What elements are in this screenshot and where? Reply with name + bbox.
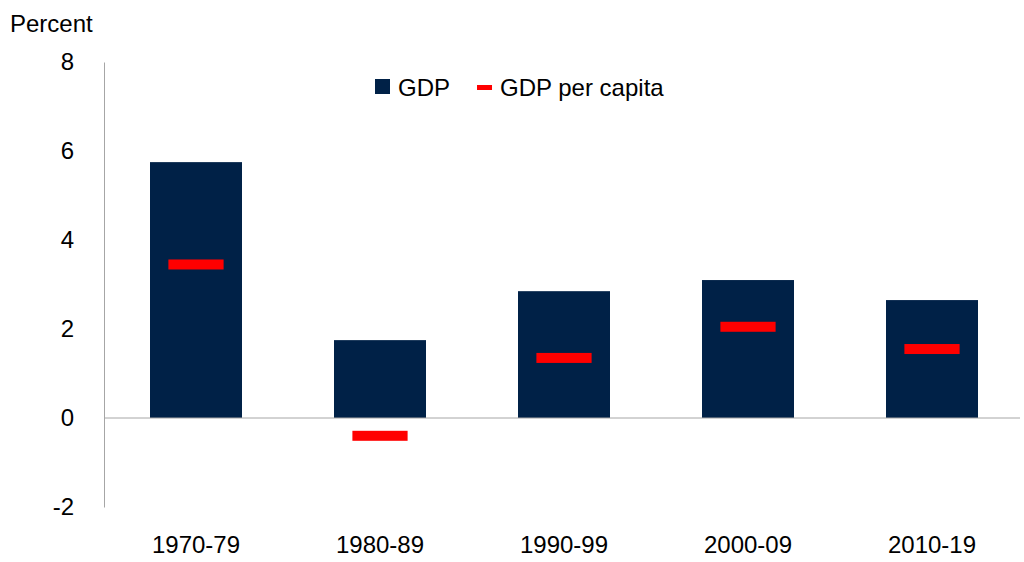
y-tick: 4 [61, 226, 104, 253]
bar [150, 162, 242, 418]
y-tick: 6 [61, 137, 104, 164]
x-tick-label: 2000-09 [704, 531, 792, 558]
legend-swatch [375, 79, 390, 94]
y-axis: -2 0 2 4 6 8 [53, 48, 105, 520]
x-tick: 1970-79 [152, 531, 240, 558]
y-tick: -2 [53, 493, 104, 520]
x-axis: 1970-79 1980-89 1990-99 2000-09 2010-19 [152, 531, 976, 558]
y-tick: 8 [61, 48, 104, 75]
dash-marker [352, 431, 407, 441]
y-tick-label: -2 [53, 493, 74, 520]
legend: GDP GDP per capita [375, 74, 664, 101]
y-tick-label: 8 [61, 48, 74, 75]
bar [886, 300, 978, 418]
dash-marker [904, 344, 959, 354]
x-tick: 1990-99 [520, 531, 608, 558]
bar [702, 280, 794, 418]
zero-line [104, 418, 1020, 419]
y-axis-line [104, 63, 105, 508]
y-tick-label: 4 [61, 226, 74, 253]
x-tick: 2010-19 [888, 531, 976, 558]
y-tick-label: 6 [61, 137, 74, 164]
y-tick-label: 2 [61, 315, 74, 342]
legend-item: GDP per capita [477, 74, 664, 101]
legend-item: GDP [375, 74, 450, 101]
x-tick-label: 1970-79 [152, 531, 240, 558]
x-tick-label: 1990-99 [520, 531, 608, 558]
dash-marker [168, 259, 223, 269]
legend-swatch [477, 85, 492, 90]
y-tick-label: 0 [61, 404, 74, 431]
bar-series [150, 162, 978, 418]
x-tick-label: 1980-89 [336, 531, 424, 558]
bar [334, 340, 426, 418]
bar [518, 291, 610, 418]
dash-marker [720, 322, 775, 332]
y-tick: 0 [61, 404, 104, 431]
legend-label: GDP per capita [500, 74, 664, 101]
x-tick-label: 2010-19 [888, 531, 976, 558]
y-axis-title: Percent [10, 10, 93, 37]
x-tick: 2000-09 [704, 531, 792, 558]
plot-marks [150, 162, 978, 441]
dash-marker [536, 353, 591, 363]
legend-label: GDP [398, 74, 450, 101]
y-tick: 2 [61, 315, 104, 342]
chart: -2 0 2 4 6 8 1970-79 1980-89 1990-99 2000-09 2010-… [0, 0, 1024, 562]
dash-series [168, 259, 959, 440]
x-tick: 1980-89 [336, 531, 424, 558]
